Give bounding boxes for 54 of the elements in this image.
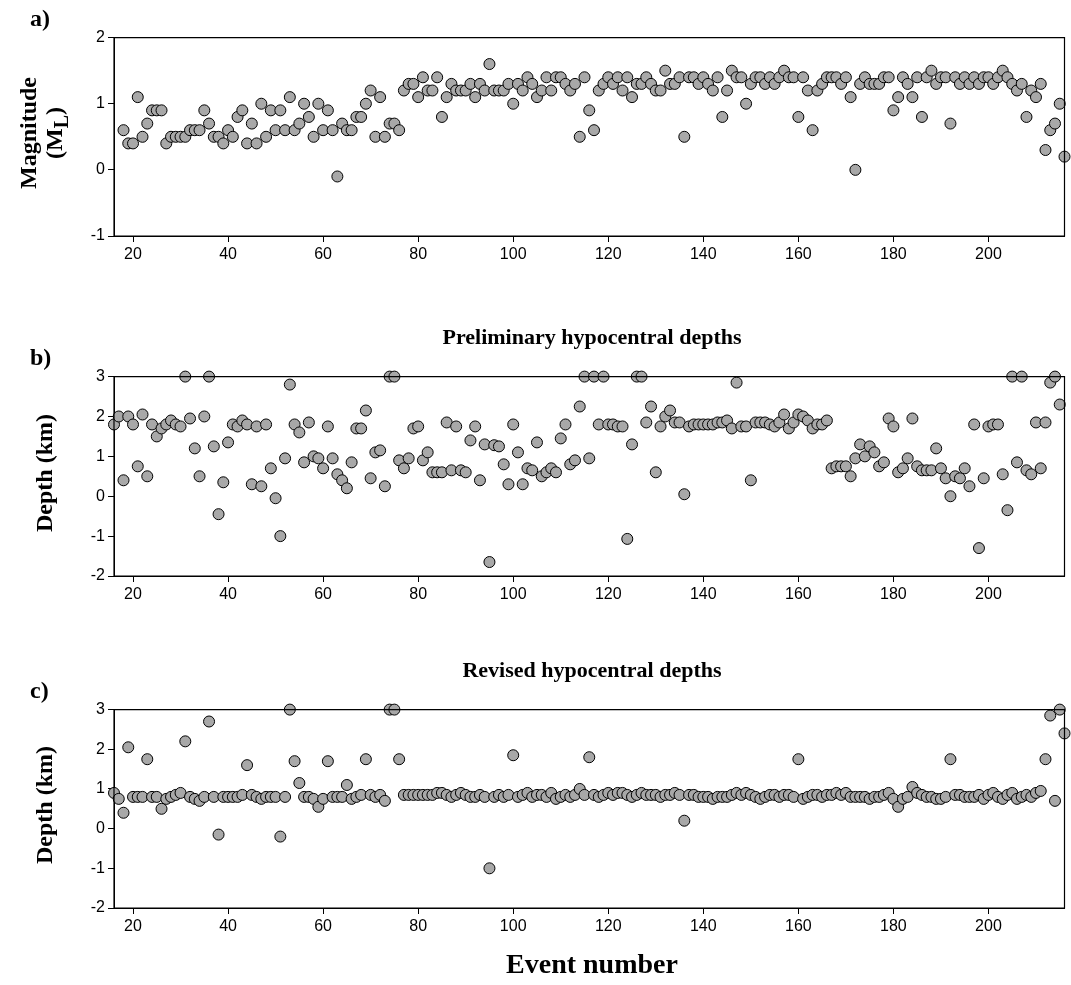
y-axis-title: Depth (km) [31, 746, 57, 864]
y-tick-label: 2 [96, 28, 106, 46]
x-tick-label: 60 [314, 585, 333, 603]
x-tick-label: 100 [499, 585, 527, 603]
text: a) [30, 5, 50, 31]
x-tick-label: 80 [409, 917, 428, 935]
y-tick-label: -2 [90, 898, 106, 916]
x-tick-label: 40 [219, 245, 238, 263]
x-tick-label: 20 [124, 917, 143, 935]
x-tick-label: 160 [785, 917, 812, 935]
x-tick-label: 20 [124, 585, 143, 603]
x-tick-label: 160 [785, 245, 812, 263]
x-tick-label: 20 [124, 245, 143, 263]
x-tick-label: 40 [219, 585, 238, 603]
x-tick-label: 40 [219, 917, 238, 935]
y-tick-label: 0 [96, 819, 106, 837]
y-tick-label: 3 [96, 367, 106, 385]
x-tick-label: 120 [594, 585, 622, 603]
x-tick-label: 120 [594, 245, 622, 263]
y-tick-label: -1 [90, 858, 106, 876]
y-tick-label: 2 [96, 739, 106, 757]
y-tick-label: 0 [96, 486, 106, 504]
x-tick-label: 200 [975, 585, 1002, 603]
x-tick-label: 140 [689, 585, 717, 603]
x-tick-label: 100 [499, 245, 527, 263]
x-axis-title: Event number [505, 948, 679, 980]
x-tick-label: 80 [409, 245, 428, 263]
x-tick-label: 180 [880, 585, 907, 603]
y-tick-label: -2 [90, 566, 106, 584]
y-tick-label: -1 [90, 526, 106, 544]
x-tick-label: 140 [689, 917, 717, 935]
y-tick-label: 3 [96, 700, 106, 718]
y-tick-label: 1 [96, 94, 106, 112]
x-tick-label: 60 [314, 245, 333, 263]
x-tick-label: 80 [409, 585, 428, 603]
x-tick-label: 60 [314, 917, 333, 935]
text: b) [30, 344, 52, 370]
chart-title: Revised hypocentral depths [461, 657, 723, 683]
x-tick-label: 100 [499, 917, 527, 935]
x-tick-label: 180 [880, 917, 907, 935]
x-tick-label: 200 [975, 917, 1002, 935]
x-tick-label: 200 [975, 245, 1002, 263]
y-tick-label: -1 [90, 226, 106, 244]
x-tick-label: 160 [785, 585, 812, 603]
y-axis-title: Depth (km) [31, 413, 57, 532]
y-tick-label: 2 [96, 406, 106, 424]
x-tick-label: 180 [880, 245, 907, 263]
x-tick-label: 140 [689, 245, 717, 263]
chart-title: Preliminary hypocentral depths [441, 324, 743, 350]
text: c) [30, 677, 49, 703]
y-tick-label: 1 [96, 446, 106, 464]
y-tick-label: 1 [96, 779, 106, 797]
x-tick-label: 120 [594, 917, 622, 935]
y-tick-label: 0 [96, 160, 106, 178]
